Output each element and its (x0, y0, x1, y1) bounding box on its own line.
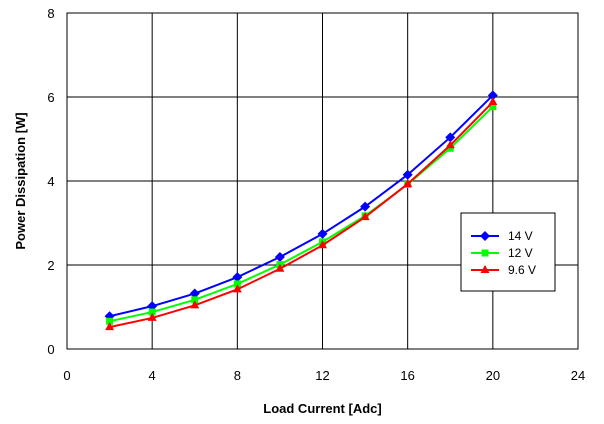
legend-marker (480, 265, 490, 273)
series-line (109, 94, 494, 318)
legend-label: 9.6 V (508, 263, 536, 277)
legend-item: 12 V (471, 246, 533, 260)
data-point (445, 132, 456, 143)
data-point (402, 169, 413, 180)
series-line (109, 101, 494, 329)
data-point (445, 140, 455, 149)
y-tick-label: 2 (47, 258, 54, 273)
data-point (275, 263, 285, 272)
series-2 (105, 97, 498, 331)
legend-item: 14 V (471, 229, 533, 243)
series (104, 90, 498, 331)
series-line (109, 105, 494, 323)
x-tick-label: 8 (234, 368, 241, 383)
data-point (106, 317, 114, 325)
data-point (189, 288, 200, 299)
data-point (148, 308, 156, 316)
data-point (232, 284, 242, 293)
legend: 14 V 12 V 9.6 V (460, 212, 556, 292)
x-tick-label: 24 (571, 368, 585, 383)
series-1 (106, 103, 497, 325)
data-point (488, 97, 498, 106)
grid (67, 13, 578, 349)
data-point (190, 300, 200, 309)
plot-area (66, 12, 579, 350)
data-point (318, 240, 327, 249)
data-point (403, 178, 413, 187)
y-tick-label: 4 (47, 174, 54, 189)
data-point (487, 90, 498, 101)
y-tick-label: 8 (47, 6, 54, 21)
series-0 (104, 90, 498, 322)
data-point (147, 312, 157, 321)
legend-label: 14 V (508, 229, 533, 243)
data-point (489, 103, 497, 111)
legend-marker (480, 231, 490, 241)
y-tick-label: 0 (47, 342, 54, 357)
x-axis-title: Load Current [Adc] (263, 401, 381, 416)
data-point (274, 252, 285, 263)
data-point (232, 272, 243, 283)
y-axis-title: Power Dissipation [W] (13, 112, 28, 249)
data-point (360, 201, 371, 212)
legend-marker (481, 249, 489, 257)
legend-item: 9.6 V (471, 263, 536, 277)
x-tick-label: 12 (315, 368, 329, 383)
data-point (317, 228, 328, 239)
legend-label: 12 V (508, 246, 533, 260)
data-point (233, 280, 241, 288)
x-tick-label: 0 (63, 368, 70, 383)
data-point (105, 322, 115, 331)
x-tick-label: 4 (149, 368, 156, 383)
y-tick-label: 6 (47, 90, 54, 105)
data-point (191, 296, 199, 304)
data-point (360, 212, 370, 221)
x-tick-label: 20 (486, 368, 500, 383)
x-tick-label: 16 (400, 368, 414, 383)
